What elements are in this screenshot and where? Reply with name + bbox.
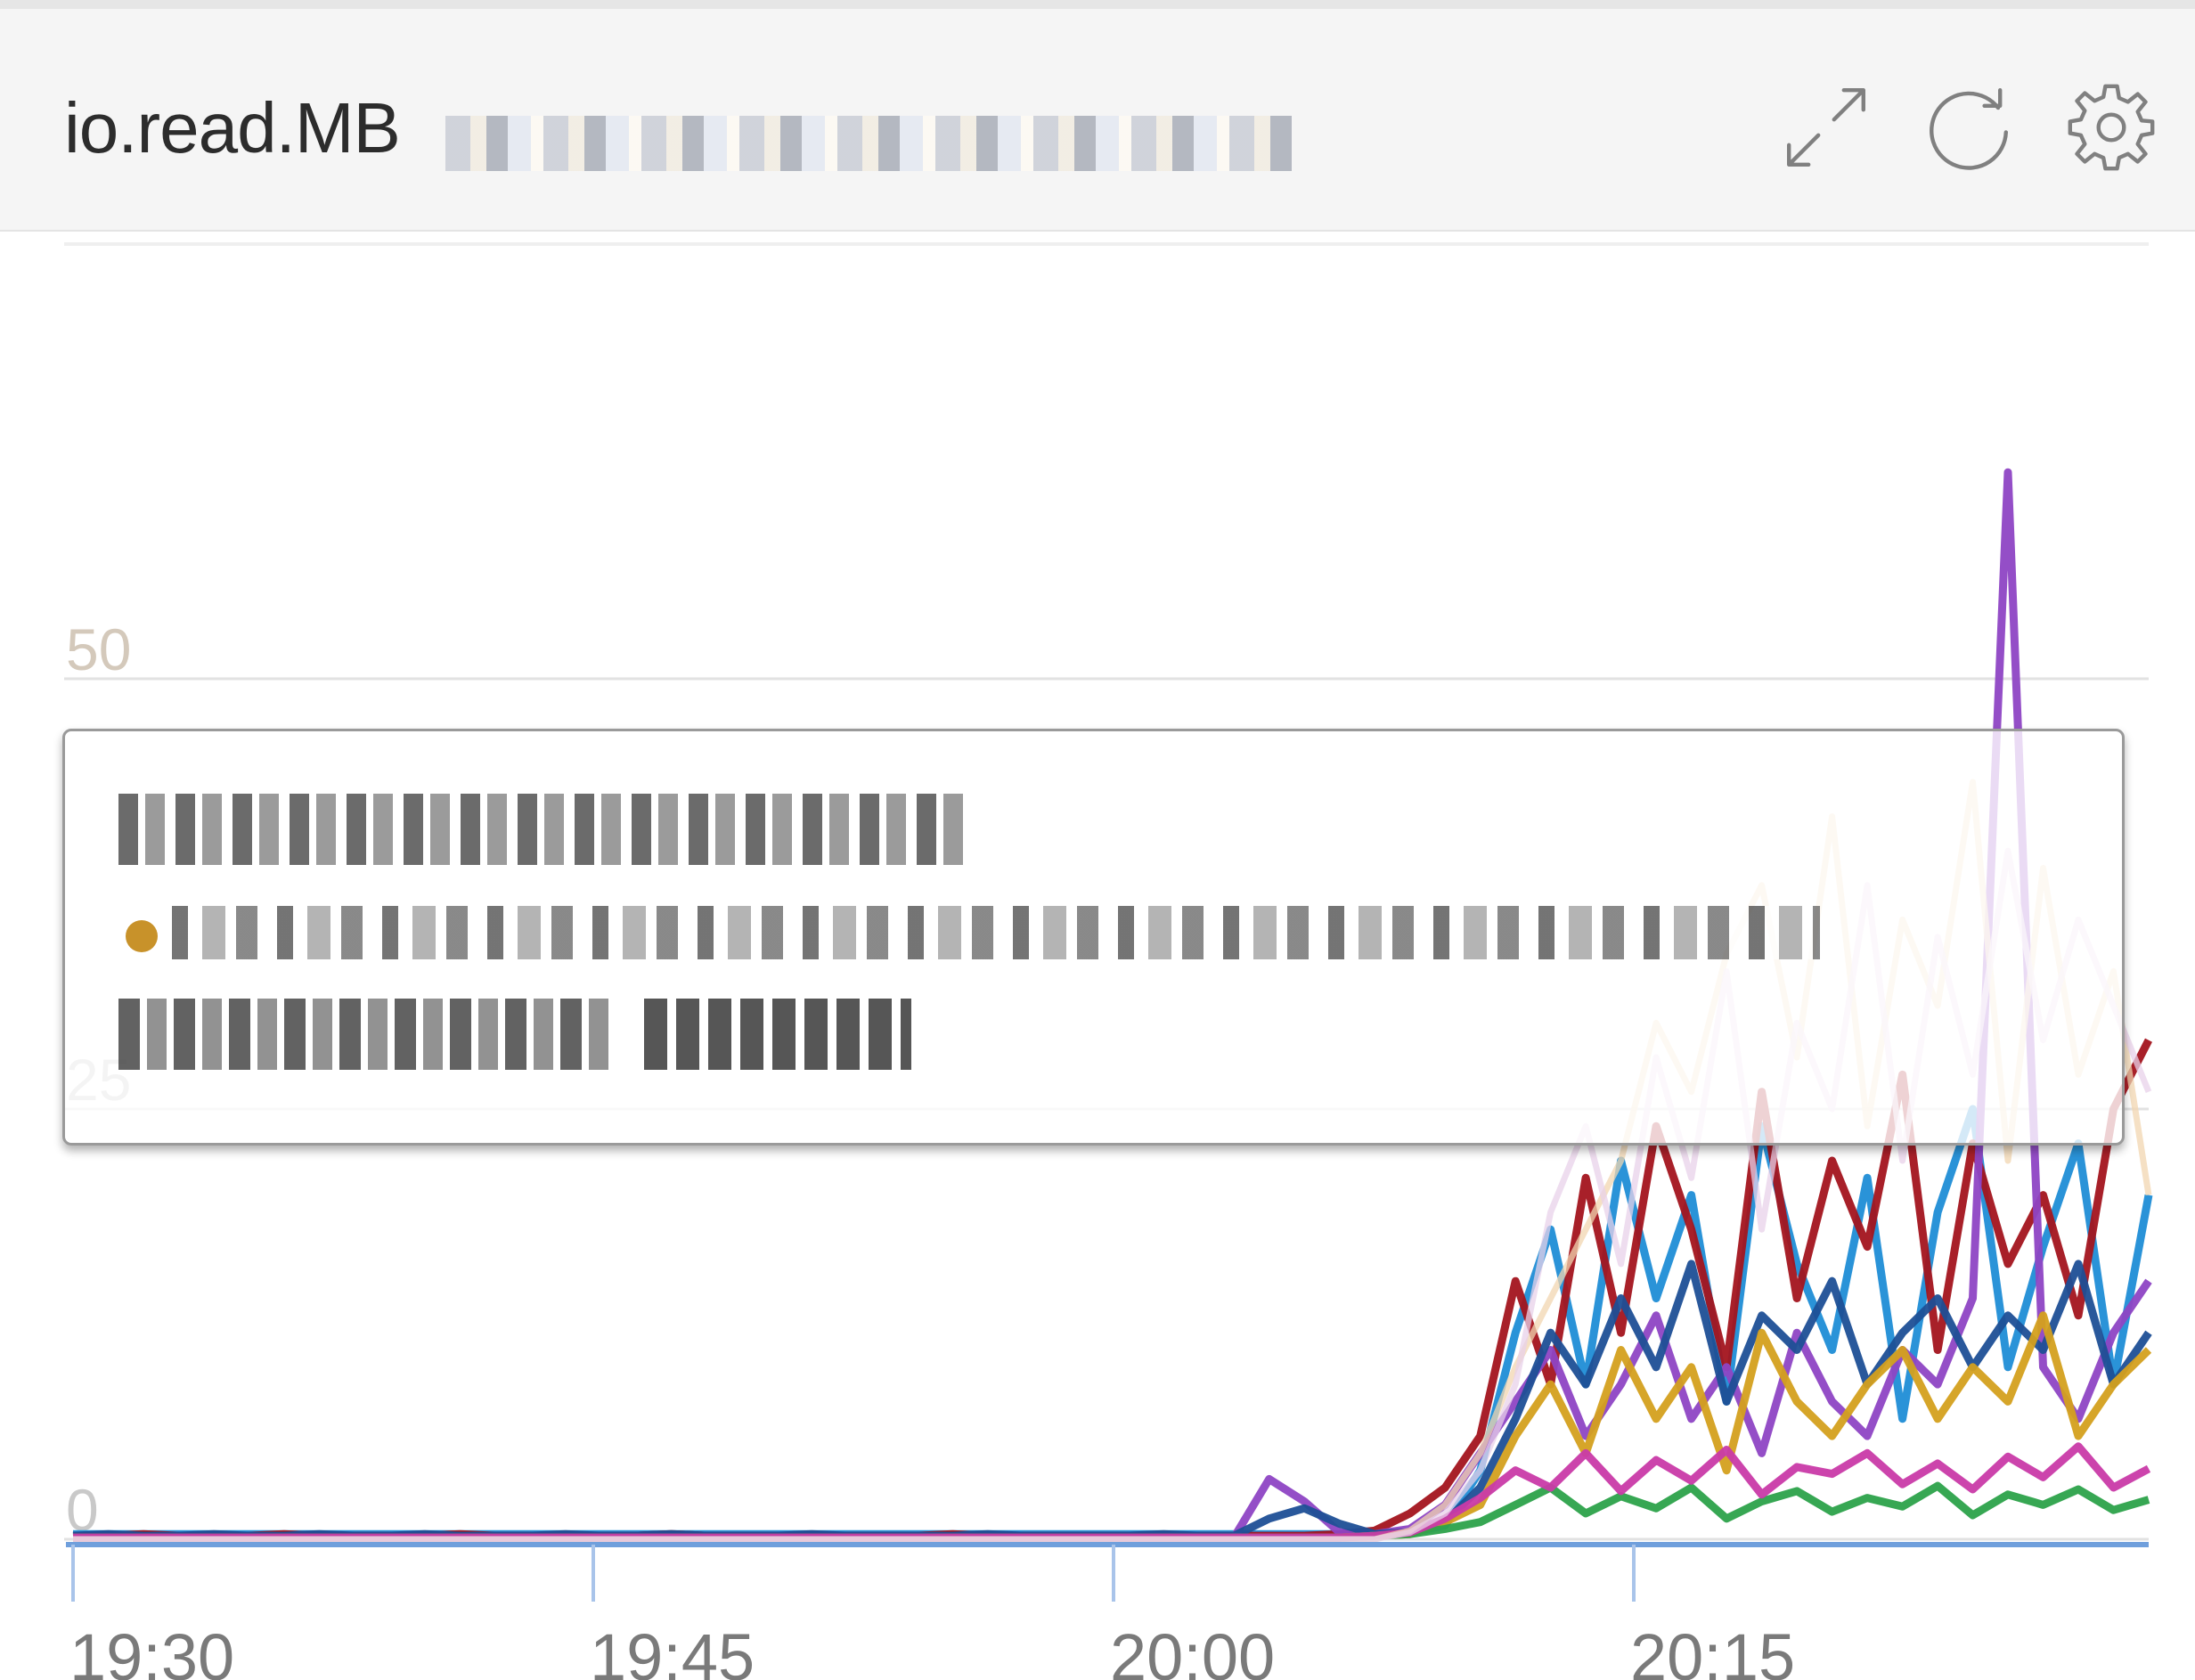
- chart-tooltip: [62, 729, 2125, 1146]
- expand-icon: [1787, 88, 1865, 167]
- tooltip-timestamp-redacted: [118, 794, 974, 865]
- series-line: [73, 1442, 2151, 1542]
- tooltip-host-redacted: [118, 999, 608, 1070]
- header-divider: [64, 242, 2149, 246]
- series-line: [73, 1311, 2152, 1542]
- tooltip-series-marker: [126, 920, 158, 952]
- series-line: [73, 1481, 2150, 1542]
- panel-title: io.read.MB: [64, 88, 401, 167]
- gear-icon: [2068, 84, 2155, 171]
- tooltip-series-name-redacted: [172, 906, 1820, 959]
- settings-button[interactable]: [2062, 78, 2160, 176]
- series-line: [72, 1260, 2152, 1540]
- refresh-button[interactable]: [1920, 78, 2018, 176]
- redacted-title-suffix: [445, 116, 1292, 171]
- panel-top-border: [0, 0, 2195, 9]
- x-tick-label: 19:30: [69, 1620, 234, 1680]
- x-tick-label: 20:15: [1630, 1620, 1795, 1680]
- x-tick-label: 20:00: [1110, 1620, 1275, 1680]
- panel-header: io.read.MB: [0, 9, 2195, 232]
- tooltip-value-redacted: [644, 999, 911, 1070]
- expand-button[interactable]: [1777, 78, 1875, 176]
- y-tick-label: 50: [66, 616, 131, 682]
- x-tick-label: 19:45: [590, 1620, 755, 1680]
- refresh-icon: [1930, 88, 2008, 170]
